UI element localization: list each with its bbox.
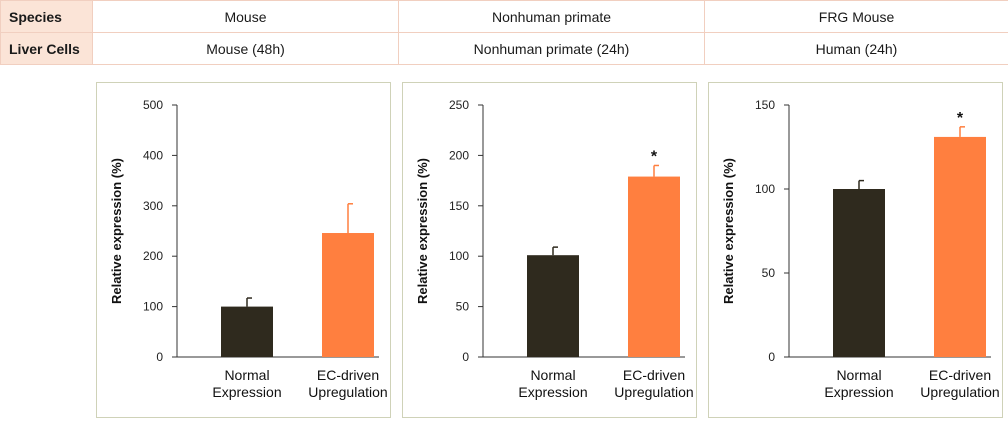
y-tick-label: 100: [143, 300, 163, 314]
x-category-label: Upregulation: [614, 384, 693, 400]
x-category-label: Upregulation: [920, 384, 999, 400]
y-tick-label: 50: [762, 266, 776, 280]
x-category-label: Expression: [212, 384, 281, 400]
y-tick-label: 0: [768, 350, 775, 364]
significance-marker: *: [651, 148, 658, 165]
x-category-label: EC-driven: [317, 367, 379, 383]
chart-panel-frg-mouse: 0 50 100 150 Relative expression (%) Normal Ex…: [708, 82, 1003, 418]
x-category-label: Expression: [824, 384, 893, 400]
y-tick-label: 300: [143, 199, 163, 213]
bar-normal-expression: [221, 306, 273, 357]
bar-ec-driven-upregulation: [628, 176, 680, 357]
y-axis-label: Relative expression (%): [109, 158, 124, 304]
y-tick-label: 0: [462, 350, 469, 364]
table-cell: Human (24h): [704, 32, 1008, 65]
chart-panel-mouse: 0 100 200 300 400 500 Relative expression (%) N…: [96, 82, 391, 418]
y-axis-label: Relative expression (%): [415, 158, 430, 304]
y-tick-label: 500: [143, 98, 163, 112]
y-tick-label: 50: [456, 300, 470, 314]
x-category-label: Normal: [224, 367, 269, 383]
table-cell: Mouse (48h): [92, 32, 399, 65]
y-tick-label: 250: [449, 98, 469, 112]
row-label-liver-cells: Liver Cells: [0, 32, 93, 65]
x-category-label: EC-driven: [929, 367, 991, 383]
y-tick-label: 150: [449, 199, 469, 213]
bar-chart-mouse: 0 100 200 300 400 500 Relative expression (%) N…: [109, 98, 388, 400]
y-tick-label: 200: [143, 249, 163, 263]
chart-panel-nonhuman-primate: 0 50 100 150 200 250 Relative expression (%) No…: [402, 82, 697, 418]
table-cell: Nonhuman primate (24h): [398, 32, 705, 65]
table-cell: Nonhuman primate: [398, 0, 705, 33]
bar-ec-driven-upregulation: [934, 136, 986, 357]
comparison-table: Species Mouse Nonhuman primate FRG Mouse…: [0, 0, 1008, 65]
y-tick-label: 100: [449, 249, 469, 263]
bar-chart-nonhuman-primate: 0 50 100 150 200 250 Relative expression (%) No…: [415, 98, 694, 400]
bar-chart-frg-mouse: 0 50 100 150 Relative expression (%) NormalEx…: [721, 98, 1000, 400]
table-cell: FRG Mouse: [704, 0, 1008, 33]
y-tick-label: 100: [755, 182, 775, 196]
table-row-liver-cells: Liver Cells Mouse (48h) Nonhuman primate…: [0, 32, 1008, 65]
y-tick-label: 200: [449, 148, 469, 162]
y-tick-label: 400: [143, 148, 163, 162]
row-label-species: Species: [0, 0, 93, 33]
bar-normal-expression: [833, 189, 885, 357]
significance-marker: *: [957, 110, 964, 127]
x-category-label: Upregulation: [308, 384, 387, 400]
bar-ec-driven-upregulation: [322, 233, 374, 357]
y-axis-label: Relative expression (%): [721, 158, 736, 304]
x-category-label: Normal: [836, 367, 881, 383]
x-category-label: Normal: [530, 367, 575, 383]
x-category-label: EC-driven: [623, 367, 685, 383]
bar-normal-expression: [527, 255, 579, 357]
x-category-label: Expression: [518, 384, 587, 400]
table-row-species: Species Mouse Nonhuman primate FRG Mouse: [0, 0, 1008, 33]
y-tick-label: 150: [755, 98, 775, 112]
table-cell: Mouse: [92, 0, 399, 33]
y-tick-label: 0: [156, 350, 163, 364]
